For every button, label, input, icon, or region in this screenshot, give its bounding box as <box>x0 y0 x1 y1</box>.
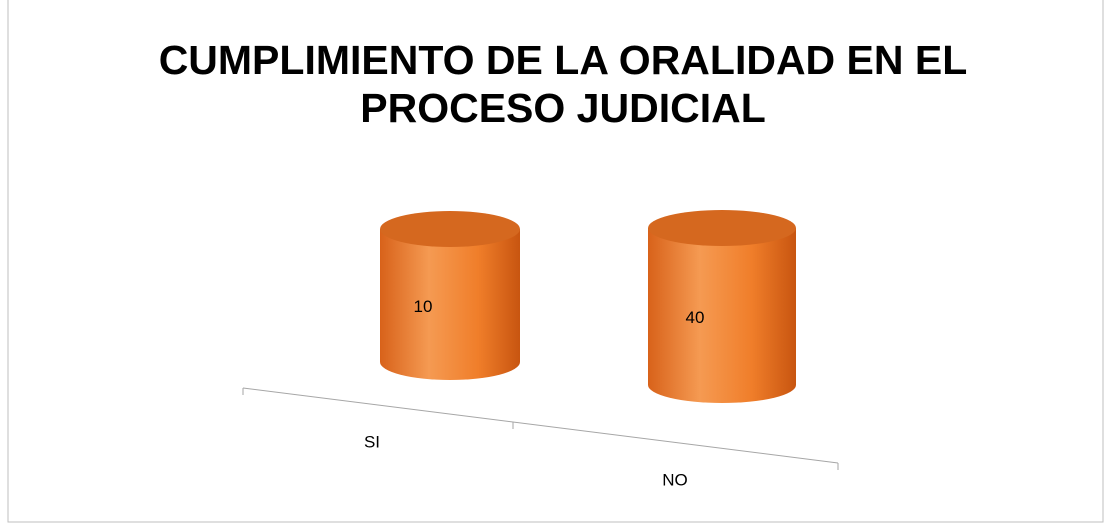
cylinder-body <box>380 229 520 380</box>
chart-border <box>7 0 1104 523</box>
cylinder-top <box>648 210 796 246</box>
cylinder <box>380 211 520 380</box>
x-tick-label: SI <box>364 432 380 451</box>
cylinder-top <box>380 211 520 247</box>
x-axis <box>242 387 839 464</box>
x-tick-label: NO <box>662 470 688 489</box>
data-label: 10 <box>414 297 433 316</box>
cylinder <box>648 210 796 403</box>
cylinder-body <box>648 228 796 403</box>
chart-title: CUMPLIMIENTO DE LA ORALIDAD EN EL PROCES… <box>158 37 968 131</box>
data-label: 40 <box>686 308 705 327</box>
